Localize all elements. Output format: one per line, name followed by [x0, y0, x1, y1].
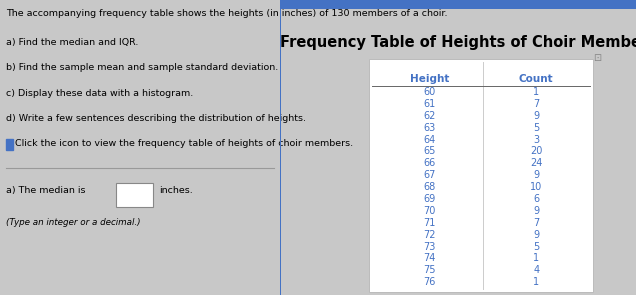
Text: 24: 24 — [530, 158, 543, 168]
Text: 61: 61 — [424, 99, 436, 109]
Bar — [280, 0, 636, 9]
Bar — [369, 59, 593, 292]
Text: 5: 5 — [533, 242, 539, 252]
Text: 1: 1 — [533, 87, 539, 97]
Text: 65: 65 — [423, 146, 436, 156]
Text: a) Find the median and IQR.: a) Find the median and IQR. — [6, 38, 138, 47]
Text: a) The median is: a) The median is — [6, 186, 85, 195]
Text: ⊡: ⊡ — [593, 53, 601, 63]
Text: 68: 68 — [424, 182, 436, 192]
Text: 20: 20 — [530, 146, 543, 156]
Text: 7: 7 — [533, 218, 539, 228]
Text: Count: Count — [519, 74, 553, 84]
Text: 6: 6 — [533, 194, 539, 204]
Text: 9: 9 — [533, 230, 539, 240]
Bar — [6, 139, 13, 150]
Text: 63: 63 — [424, 123, 436, 133]
Text: c) Display these data with a histogram.: c) Display these data with a histogram. — [6, 88, 193, 98]
Text: 10: 10 — [530, 182, 543, 192]
Text: 9: 9 — [533, 170, 539, 180]
Text: 60: 60 — [424, 87, 436, 97]
Text: 72: 72 — [423, 230, 436, 240]
Text: 7: 7 — [533, 99, 539, 109]
Text: 73: 73 — [423, 242, 436, 252]
Text: Height: Height — [410, 74, 449, 84]
Text: 70: 70 — [423, 206, 436, 216]
Text: 62: 62 — [423, 111, 436, 121]
Text: Frequency Table of Heights of Choir Members: Frequency Table of Heights of Choir Memb… — [280, 35, 636, 50]
Text: 5: 5 — [533, 123, 539, 133]
Text: b) Find the sample mean and sample standard deviation.: b) Find the sample mean and sample stand… — [6, 63, 278, 73]
Text: 76: 76 — [423, 277, 436, 287]
Text: inches.: inches. — [160, 186, 193, 195]
FancyBboxPatch shape — [116, 183, 153, 206]
Text: 64: 64 — [424, 135, 436, 145]
Text: 3: 3 — [533, 135, 539, 145]
Text: 1: 1 — [533, 277, 539, 287]
Text: 4: 4 — [533, 265, 539, 275]
Text: 66: 66 — [424, 158, 436, 168]
Text: The accompanying frequency table shows the heights (in inches) of 130 members of: The accompanying frequency table shows t… — [6, 9, 447, 18]
Text: 1: 1 — [533, 253, 539, 263]
Text: 74: 74 — [423, 253, 436, 263]
Text: 67: 67 — [423, 170, 436, 180]
Text: (Type an integer or a decimal.): (Type an integer or a decimal.) — [6, 218, 140, 227]
Text: 71: 71 — [423, 218, 436, 228]
Bar — [280, 0, 281, 295]
Text: d) Write a few sentences describing the distribution of heights.: d) Write a few sentences describing the … — [6, 114, 305, 123]
Text: 9: 9 — [533, 206, 539, 216]
Text: 75: 75 — [423, 265, 436, 275]
Text: Click the icon to view the frequency table of heights of choir members.: Click the icon to view the frequency tab… — [15, 139, 353, 148]
Text: 69: 69 — [424, 194, 436, 204]
Text: 9: 9 — [533, 111, 539, 121]
